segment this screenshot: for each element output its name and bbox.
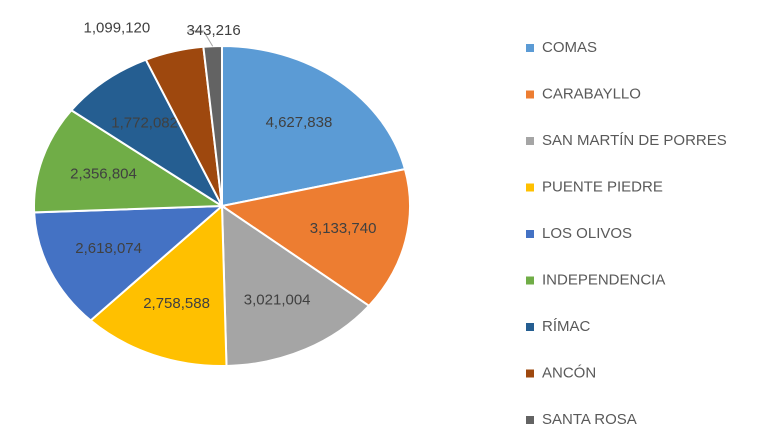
leader-line xyxy=(187,30,214,47)
legend-swatch xyxy=(526,230,534,238)
data-label: 2,356,804 xyxy=(70,166,137,183)
data-label: 1,772,082 xyxy=(111,114,178,131)
pie-slice xyxy=(33,204,225,322)
legend-swatch xyxy=(526,183,534,192)
legend-label: SANTA ROSA xyxy=(542,411,637,424)
legend-label: PUENTE PIEDRE xyxy=(542,178,663,195)
legend-swatch xyxy=(526,369,534,378)
legend-label: INDEPENDENCIA xyxy=(542,271,665,288)
legend-swatch xyxy=(526,90,534,99)
data-label: 3,021,004 xyxy=(244,292,311,309)
legend-label: LOS OLIVOS xyxy=(542,225,632,242)
legend-swatch xyxy=(526,323,534,331)
data-label: 4,627,838 xyxy=(266,114,333,131)
data-label: 343,216 xyxy=(186,22,240,39)
pie-slice xyxy=(202,44,223,207)
legend-label: CARABAYLLO xyxy=(542,85,641,102)
pie-slice xyxy=(221,44,407,208)
pie-slice xyxy=(89,203,228,367)
pie-slice xyxy=(220,204,371,367)
data-label: 2,618,074 xyxy=(75,240,142,257)
legend-label: SAN MARTÍN DE PORRES xyxy=(542,132,727,149)
legend-label: COMAS xyxy=(542,39,597,56)
data-label: 2,758,588 xyxy=(143,295,210,312)
legend-swatch xyxy=(526,416,534,424)
data-label: 1,099,120 xyxy=(84,20,151,37)
legend-swatch xyxy=(526,137,534,145)
legend-swatch xyxy=(526,44,534,52)
pie-slice xyxy=(69,58,225,209)
data-label: 3,133,740 xyxy=(310,220,377,237)
legend-swatch xyxy=(526,276,534,285)
pie-slice xyxy=(33,108,226,214)
legend-label: ANCÓN xyxy=(542,364,596,381)
legend-label: RÍMAC xyxy=(542,318,591,335)
pie-slice xyxy=(219,167,411,308)
